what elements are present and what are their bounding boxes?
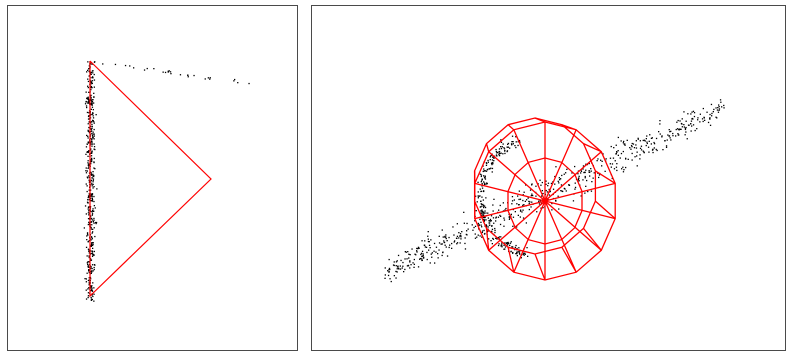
camera-frustum-wireframe bbox=[473, 117, 616, 281]
wire-rib bbox=[507, 247, 515, 273]
wire-rib bbox=[583, 143, 602, 153]
wire-spoke bbox=[488, 151, 546, 202]
wire-rib bbox=[534, 117, 546, 123]
wire-spoke bbox=[474, 200, 546, 220]
wire-spoke bbox=[544, 151, 602, 202]
frustum-outline bbox=[89, 60, 212, 298]
side-view-panel bbox=[7, 5, 298, 351]
wire-spoke bbox=[544, 129, 577, 202]
wire-spoke bbox=[513, 129, 546, 202]
wire-spoke bbox=[513, 200, 546, 273]
wire-rib bbox=[507, 124, 515, 131]
wire-rib bbox=[594, 200, 616, 220]
wire-ring-back bbox=[473, 117, 597, 255]
wire-spoke bbox=[488, 200, 546, 251]
wire-rib bbox=[561, 246, 577, 273]
wire-spoke bbox=[474, 182, 546, 202]
wire-spoke bbox=[544, 182, 616, 202]
wire-spoke bbox=[544, 200, 616, 220]
perspective-view-canvas bbox=[384, 99, 725, 283]
wire-rib bbox=[582, 227, 602, 251]
wire-rib bbox=[534, 253, 546, 281]
wire-rib bbox=[595, 170, 616, 184]
side-view-canvas bbox=[83, 60, 250, 302]
camera-frustum-wireframe bbox=[89, 60, 212, 298]
wire-spoke bbox=[544, 200, 577, 273]
wire-rib bbox=[485, 228, 490, 251]
wire-spoke bbox=[544, 200, 602, 251]
wire-rib bbox=[561, 124, 577, 131]
perspective-view-panel bbox=[311, 5, 786, 351]
point-cloud bbox=[384, 99, 725, 283]
point-cloud bbox=[83, 61, 250, 302]
wire-rib bbox=[485, 143, 490, 152]
